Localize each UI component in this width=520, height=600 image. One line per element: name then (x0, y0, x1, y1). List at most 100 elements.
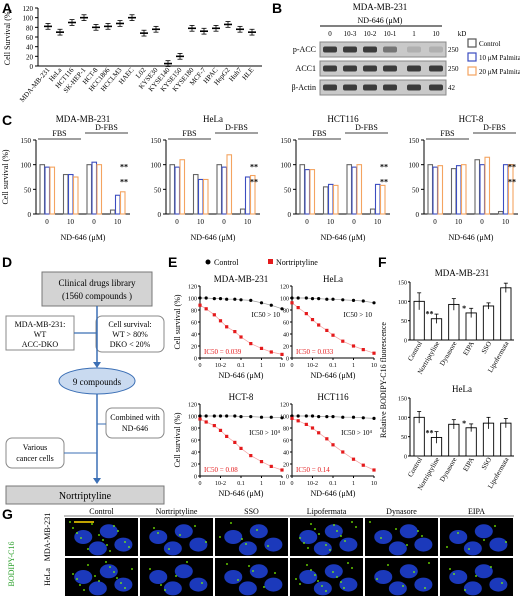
bar (502, 164, 509, 215)
bar (374, 183, 381, 215)
lipid-droplet (186, 561, 188, 563)
y-tick-label: 40 (26, 44, 34, 52)
bar (249, 174, 256, 215)
bar (221, 166, 228, 215)
lipid-droplet (175, 575, 177, 577)
control-point (198, 296, 202, 300)
lipid-droplet (417, 530, 419, 532)
nortriptyline-point (341, 450, 345, 454)
bar (62, 173, 69, 215)
y-tick-label: 100 (151, 162, 162, 170)
column-label: EIPA (468, 507, 485, 516)
control-point (331, 297, 335, 301)
library-count: (1560 compounds ) (62, 291, 132, 301)
y-tick-label: 50 (401, 319, 407, 325)
nucleus (463, 581, 482, 596)
lipid-droplet (464, 589, 466, 591)
nortriptyline-point (304, 312, 308, 316)
blot-band (323, 46, 337, 53)
lipid-droplet (449, 568, 451, 570)
blot-band (323, 65, 337, 72)
library-box: Clinical drugs library (1560 compounds ) (41, 271, 153, 307)
x-tick-label: 10 (502, 218, 510, 226)
lipid-droplet (395, 528, 397, 530)
lipid-droplet (113, 525, 115, 527)
lipid-droplet (406, 544, 408, 546)
y-tick-label: 150 (281, 137, 292, 145)
group-label: FBS (182, 129, 196, 138)
blot-band (407, 65, 421, 72)
y-tick-label: 150 (21, 137, 32, 145)
blot-band (407, 84, 421, 91)
nortriptyline-point (361, 348, 365, 352)
lipid-droplet (314, 528, 316, 530)
x-tick-label: 0 (175, 218, 179, 226)
lipid-droplet (355, 526, 357, 528)
lipid-droplet (475, 575, 477, 577)
lipid-droplet (69, 521, 71, 523)
bar (114, 194, 121, 215)
y-tick-label: 150 (398, 281, 407, 287)
lipid-droplet (194, 525, 196, 527)
lipid-droplet (219, 536, 221, 538)
lipid-droplet (157, 532, 159, 534)
nortriptyline-point (269, 350, 273, 354)
column-label: Lipofermata (307, 507, 347, 516)
bar (49, 166, 56, 215)
bar (239, 208, 246, 215)
y-tick-label: 80 (191, 309, 197, 315)
panel-label-b: B (272, 0, 283, 16)
nucleus (374, 570, 393, 584)
sig-mark: ** (380, 163, 388, 172)
blot-band (407, 46, 421, 53)
y-tick-label: 40 (283, 451, 289, 457)
nortriptyline-point (280, 468, 284, 472)
x-tick-label: 10 (371, 481, 377, 487)
lane-label: 10-3 (344, 30, 357, 38)
bar (437, 165, 444, 215)
nortriptyline-point (361, 463, 365, 467)
nortriptyline-point (259, 346, 264, 350)
nucleus (264, 537, 283, 552)
lipid-droplet (76, 578, 78, 580)
x-tick-label: SSO (480, 340, 493, 355)
control-point (225, 414, 229, 418)
control-point (269, 303, 273, 307)
lipid-droplet (72, 527, 74, 529)
nucleus (88, 541, 107, 556)
bar (96, 164, 103, 215)
y-tick-label: 100 (188, 415, 197, 421)
lipid-droplet (87, 564, 89, 566)
nucleus (299, 570, 318, 584)
bar (202, 178, 209, 215)
lipid-droplet (149, 568, 151, 570)
nortriptyline-point (233, 330, 237, 334)
nortriptyline-point (317, 431, 321, 435)
nucleus (189, 537, 208, 552)
bar (39, 164, 46, 215)
y-tick-label: 50 (24, 186, 32, 194)
lipid-droplet (263, 586, 265, 588)
lipid-droplet (351, 521, 353, 523)
lipid-droplet (226, 563, 228, 565)
bar (179, 159, 186, 215)
compounds-label: 9 compounds (73, 377, 122, 387)
lipid-droplet (310, 523, 312, 525)
legend-label: Nortriptyline (276, 258, 318, 267)
lane-label: 10-2 (364, 30, 377, 38)
bar (356, 164, 363, 215)
bar (327, 183, 334, 215)
lipid-droplet (252, 570, 254, 572)
y-axis-label: Cell survival (%) (173, 412, 182, 467)
nortriptyline-line (199, 418, 283, 471)
lane-label: 10-1 (384, 30, 397, 38)
x-tick-label: 10 (67, 218, 75, 226)
bar (346, 164, 353, 215)
control-point (239, 415, 243, 419)
nortriptyline-point (249, 454, 253, 458)
sig-mark: * (462, 304, 466, 313)
y-axis-label: Cell survival (%) (1, 149, 10, 204)
x-tick-label: 10 (327, 218, 335, 226)
sig-mark: ** (426, 310, 434, 319)
